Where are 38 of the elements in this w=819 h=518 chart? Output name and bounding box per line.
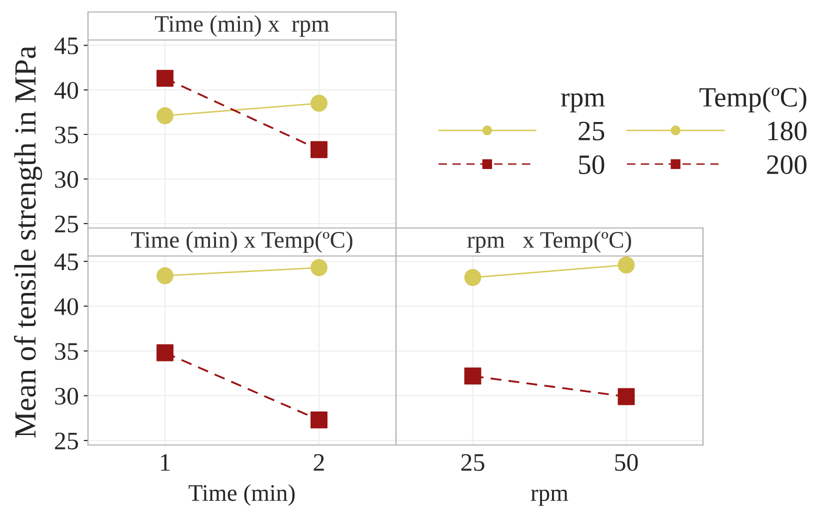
point (156, 107, 174, 124)
point (310, 94, 328, 112)
point (156, 70, 174, 87)
y-tick-label: 40 (54, 298, 78, 316)
chart-title: Time (min) x Temp(ºC) (131, 231, 352, 253)
point (464, 368, 482, 384)
legend-title: rpm (561, 93, 605, 112)
x-tick-label: 2 (314, 454, 324, 471)
y-tick-label: 25 (55, 432, 78, 450)
x-tick-label: 50 (615, 454, 638, 471)
x-axis-title: rpm (530, 490, 568, 506)
y-tick-label: 30 (55, 388, 78, 405)
legend-label: 50 (579, 155, 604, 174)
y-tick-label: 45 (54, 38, 78, 54)
x-tick-label: 25 (461, 454, 484, 471)
text: 180 (768, 122, 806, 140)
chart-title: Time (min) x rpm (154, 15, 330, 37)
point (618, 388, 635, 406)
y-tick-label: 25 (55, 216, 78, 232)
legend-label: 25 (578, 122, 604, 140)
point (156, 344, 174, 362)
legend-title: Temp(ºC) (700, 87, 806, 112)
point (156, 267, 174, 284)
chart-title: rpm x Temp(ºC) (467, 231, 632, 253)
point (310, 411, 328, 428)
y-tick-label: 40 (54, 82, 78, 99)
point (310, 141, 328, 158)
x-tick-label: 1 (160, 454, 170, 471)
point (310, 259, 328, 276)
text: 200 (767, 155, 806, 174)
x-axis-title: Time (min) (188, 484, 295, 506)
y-tick-label: 35 (55, 343, 78, 360)
point (464, 269, 482, 286)
y-axis-title: Mean of tensile strength in MPa (14, 46, 42, 438)
y-tick-label: 35 (55, 126, 78, 144)
point (618, 256, 635, 274)
y-tick-label: 45 (54, 254, 78, 270)
y-tick-label: 30 (55, 171, 78, 188)
